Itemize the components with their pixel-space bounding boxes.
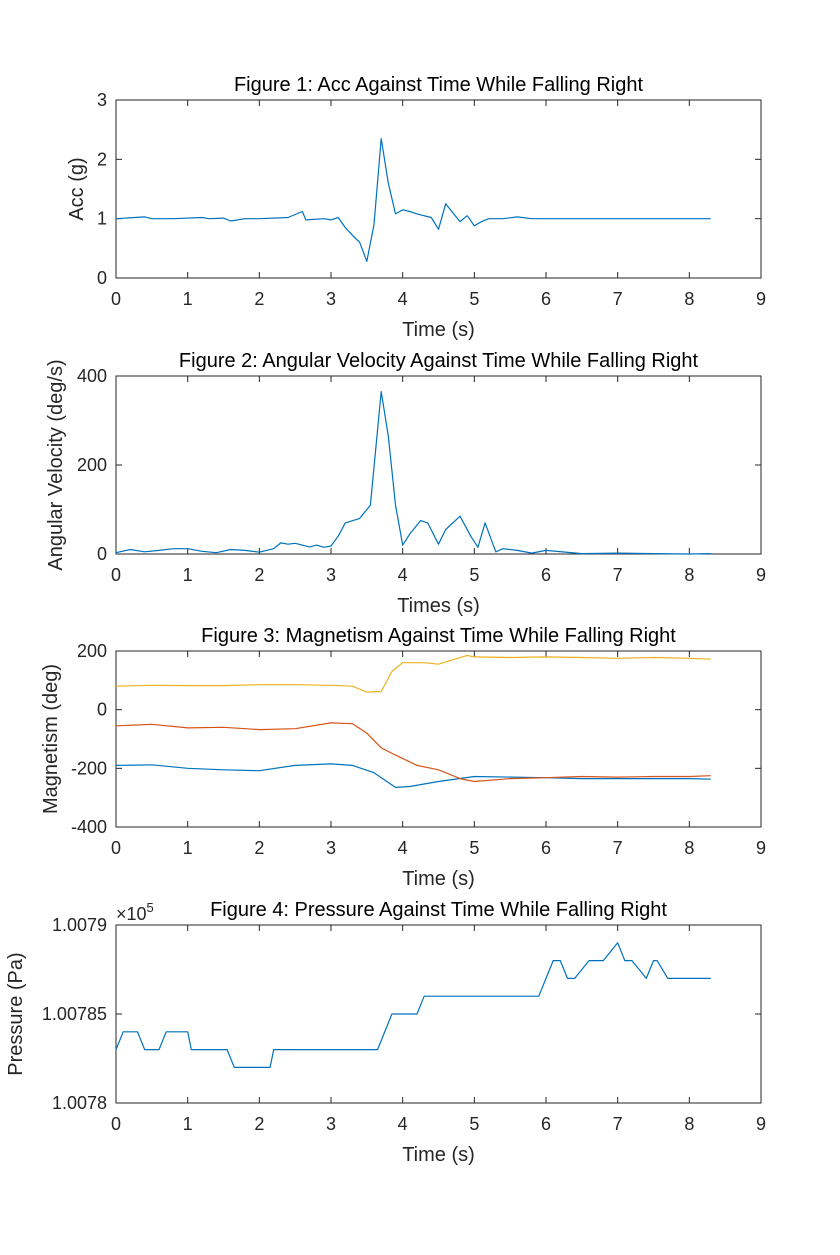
chart-4-exponent-power: 5 [147, 900, 154, 915]
chart-1-series-1-line [115, 138, 711, 262]
chart-4-ytick-label: 1.00785 [42, 1004, 107, 1024]
chart-2-ytick-label: 200 [77, 455, 107, 475]
chart-3-xtick-label: 1 [183, 838, 193, 858]
chart-2-ytick-label: 0 [97, 544, 107, 564]
chart-4-ytick-label: 1.0079 [52, 915, 107, 935]
chart-1-xtick-label: 3 [326, 289, 336, 309]
chart-4-ylabel: Pressure (Pa) [5, 952, 27, 1075]
chart-4-xlabel: Time (s) [402, 1144, 475, 1166]
chart-3-series-2-line [115, 722, 711, 783]
chart-1-xtick-label: 5 [469, 289, 479, 309]
chart-1-ytick-label: 0 [97, 268, 107, 288]
chart-2-xtick-label: 6 [541, 565, 551, 585]
chart-1-xtick-label: 7 [613, 289, 623, 309]
chart-3-ytick-label: -400 [71, 817, 107, 837]
chart-4-xtick-label: 7 [613, 1114, 623, 1134]
chart-1-ytick-label: 1 [97, 209, 107, 229]
chart-4-xtick-label: 9 [756, 1114, 766, 1134]
chart-2-xtick-label: 5 [469, 565, 479, 585]
chart-1-plot-area [115, 99, 762, 279]
chart-4-xtick-label: 0 [111, 1114, 121, 1134]
chart-2-xtick-label: 2 [254, 565, 264, 585]
chart-3-xtick-label: 6 [541, 838, 551, 858]
chart-3-xtick-label: 9 [756, 838, 766, 858]
chart-1-xtick-label: 2 [254, 289, 264, 309]
chart-4-xtick-label: 1 [183, 1114, 193, 1134]
chart-1-xtick-label: 8 [684, 289, 694, 309]
chart-2-xtick-label: 7 [613, 565, 623, 585]
chart-1: Figure 1: Acc Against Time While Falling… [66, 74, 766, 341]
chart-4-plot-area [115, 924, 762, 1104]
chart-2-xtick-label: 3 [326, 565, 336, 585]
chart-4-ytick-label: 1.0078 [52, 1093, 107, 1113]
chart-3-ytick-label: -200 [71, 758, 107, 778]
chart-3-ytick-label: 0 [97, 700, 107, 720]
chart-3-series-3-line [115, 654, 711, 693]
chart-2-xtick-label: 1 [183, 565, 193, 585]
chart-2-xlabel: Times (s) [397, 595, 480, 617]
chart-4-xtick-label: 5 [469, 1114, 479, 1134]
chart-1-ytick-label: 3 [97, 90, 107, 110]
chart-1-ylabel: Acc (g) [66, 157, 88, 220]
chart-4-series-1-line [115, 942, 711, 1069]
chart-4-exponent-label: ×105 [116, 900, 154, 924]
chart-4: Figure 4: Pressure Against Time While Fa… [5, 899, 766, 1166]
chart-1-xlabel: Time (s) [402, 319, 475, 341]
chart-2-plot-area [115, 375, 762, 555]
chart-2-xtick-label: 4 [398, 565, 408, 585]
chart-2-xtick-label: 8 [684, 565, 694, 585]
chart-1-xtick-label: 4 [398, 289, 408, 309]
chart-2-xtick-label: 0 [111, 565, 121, 585]
chart-3-ytick-label: 200 [77, 641, 107, 661]
chart-2-ytick-label: 400 [77, 366, 107, 386]
chart-4-xtick-label: 2 [254, 1114, 264, 1134]
chart-2-ylabel: Angular Velocity (deg/s) [45, 359, 67, 570]
chart-3-xtick-label: 5 [469, 838, 479, 858]
chart-3-series-1-line [115, 763, 711, 789]
chart-4-xtick-label: 6 [541, 1114, 551, 1134]
chart-4-title: Figure 4: Pressure Against Time While Fa… [210, 899, 667, 921]
chart-3: Figure 3: Magnetism Against Time While F… [40, 625, 766, 890]
chart-1-xtick-label: 1 [183, 289, 193, 309]
chart-1-title: Figure 1: Acc Against Time While Falling… [234, 74, 644, 96]
chart-1-xtick-label: 6 [541, 289, 551, 309]
chart-3-xtick-label: 2 [254, 838, 264, 858]
chart-3-xtick-label: 0 [111, 838, 121, 858]
chart-1-xtick-label: 0 [111, 289, 121, 309]
chart-3-xtick-label: 8 [684, 838, 694, 858]
chart-4-xtick-label: 4 [398, 1114, 408, 1134]
chart-1-xtick-label: 9 [756, 289, 766, 309]
chart-3-title: Figure 3: Magnetism Against Time While F… [201, 625, 676, 647]
chart-2-xtick-label: 9 [756, 565, 766, 585]
chart-2-title: Figure 2: Angular Velocity Against Time … [179, 350, 699, 372]
chart-3-plot-area [115, 650, 762, 828]
chart-3-xtick-label: 3 [326, 838, 336, 858]
chart-2: Figure 2: Angular Velocity Against Time … [45, 350, 766, 617]
chart-3-xtick-label: 7 [613, 838, 623, 858]
chart-3-ylabel: Magnetism (deg) [40, 664, 62, 814]
chart-4-xtick-label: 3 [326, 1114, 336, 1134]
chart-3-xtick-label: 4 [398, 838, 408, 858]
chart-1-ytick-label: 2 [97, 149, 107, 169]
chart-4-xtick-label: 8 [684, 1114, 694, 1134]
chart-3-xlabel: Time (s) [402, 868, 475, 890]
chart-2-series-1-line [115, 391, 711, 555]
